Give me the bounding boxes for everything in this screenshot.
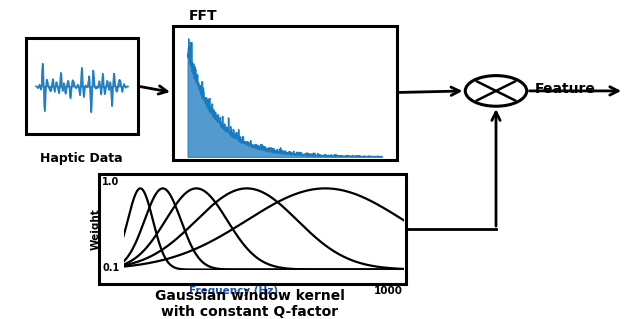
Text: FFT: FFT [189, 9, 218, 23]
Text: Gaussian window kernel: Gaussian window kernel [155, 289, 344, 303]
Text: 0.1: 0.1 [102, 263, 120, 273]
Text: Feature: Feature [534, 82, 595, 96]
Text: 1000: 1000 [374, 286, 403, 295]
Text: 1.0: 1.0 [102, 177, 120, 187]
Text: Weight: Weight [91, 208, 101, 250]
Text: Haptic Data: Haptic Data [40, 152, 123, 165]
Text: Frequency (Hz): Frequency (Hz) [189, 286, 278, 295]
Text: with constant Q-factor: with constant Q-factor [161, 305, 338, 319]
